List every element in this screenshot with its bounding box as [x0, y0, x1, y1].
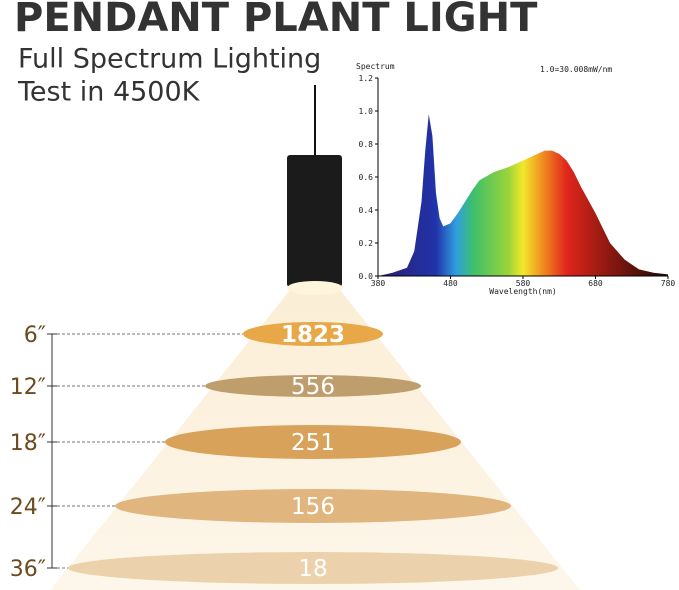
x-tick-label: 380 [371, 279, 386, 288]
ppfd-value: 556 [291, 374, 335, 400]
distance-label: 12″ [10, 375, 46, 400]
lamp-body [287, 155, 342, 287]
spectrum-area [378, 114, 668, 276]
spectrum-chart: Spectrum 1.0=30.008mW/nm Wavelength(nm) … [356, 62, 675, 296]
ppfd-value: 156 [291, 494, 335, 520]
subtitle: Full Spectrum Lighting [18, 44, 321, 75]
y-tick-label: 0.6 [359, 173, 374, 182]
distance-label: 24″ [10, 495, 46, 520]
x-tick-label: 680 [588, 279, 603, 288]
y-tick-label: 1.2 [359, 74, 374, 83]
annotation: 1.0=30.008mW/nm [540, 65, 612, 74]
x-axis-label: Wavelength(nm) [489, 287, 556, 296]
distance-label: 6″ [24, 323, 46, 348]
y-tick-label: 0.8 [359, 140, 374, 149]
ppfd-value: 251 [291, 430, 335, 456]
y-tick-label: 1.0 [359, 107, 374, 116]
x-tick-label: 780 [661, 279, 676, 288]
light-ring [165, 425, 461, 459]
y-tick-label: 0.4 [359, 206, 374, 215]
y-tick-label: 0.0 [359, 272, 374, 281]
distance-label: 18″ [10, 431, 46, 456]
y-tick-label: 0.2 [359, 239, 374, 248]
x-tick-label: 480 [443, 279, 458, 288]
ppfd-value: 1823 [281, 322, 345, 348]
ppfd-value: 18 [298, 556, 327, 582]
lamp-glow [287, 281, 343, 295]
light-ring [243, 322, 383, 346]
distance-label: 36″ [10, 557, 46, 582]
subtitle: Test in 4500K [17, 77, 201, 108]
light-ring [115, 489, 511, 523]
y-axis-label: Spectrum [356, 62, 395, 71]
distance-diagram: 6″ 1823 12″ 556 18″ 251 24″ 156 36″ 18 [10, 322, 558, 584]
light-ring [205, 375, 421, 397]
x-tick-label: 580 [516, 279, 531, 288]
title: PENDANT PLANT LIGHT [14, 0, 538, 41]
light-ring [68, 552, 558, 584]
